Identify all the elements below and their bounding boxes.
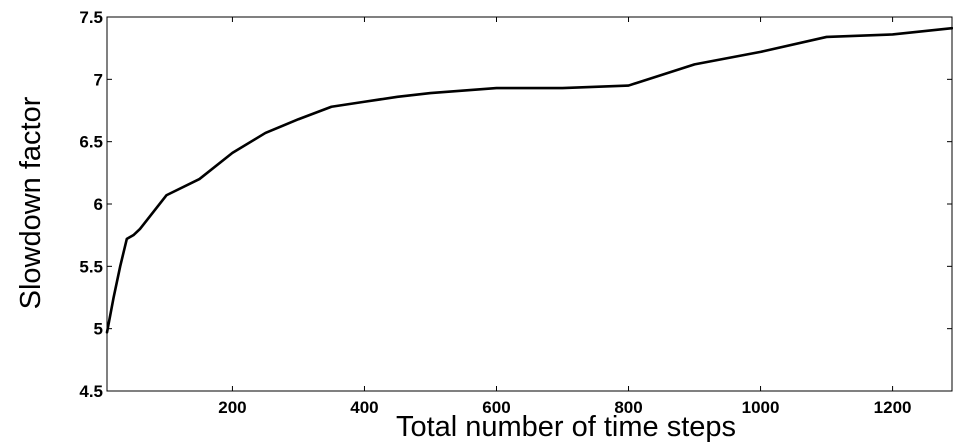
x-axis-title: Total number of time steps [396, 411, 736, 442]
x-axis-ticks: 200 400 600 800 1000 1200 [218, 17, 912, 417]
plot-frame [106, 16, 953, 392]
y-axis-title: Slowdown factor [15, 96, 47, 309]
series-group [105, 26, 953, 334]
x-tick-label: 800 [614, 398, 642, 417]
y-tick-label: 4.5 [79, 382, 103, 401]
x-tick-label: 1000 [742, 398, 780, 417]
y-tick-label: 7 [94, 70, 103, 89]
series-line [105, 26, 953, 334]
y-tick-label: 6.5 [79, 133, 103, 152]
y-tick-label: 6 [94, 195, 103, 214]
x-tick-label: 1200 [874, 398, 912, 417]
x-tick-label: 600 [482, 398, 510, 417]
y-tick-label: 5.5 [79, 257, 103, 276]
y-tick-label: 5 [94, 320, 103, 339]
x-tick-label: 400 [350, 398, 378, 417]
y-axis-ticks: 4.5 5 5.5 6 6.5 7 7.5 [79, 8, 952, 401]
y-tick-label: 7.5 [79, 8, 103, 27]
plot-border [106, 16, 953, 392]
x-tick-label: 200 [218, 398, 246, 417]
